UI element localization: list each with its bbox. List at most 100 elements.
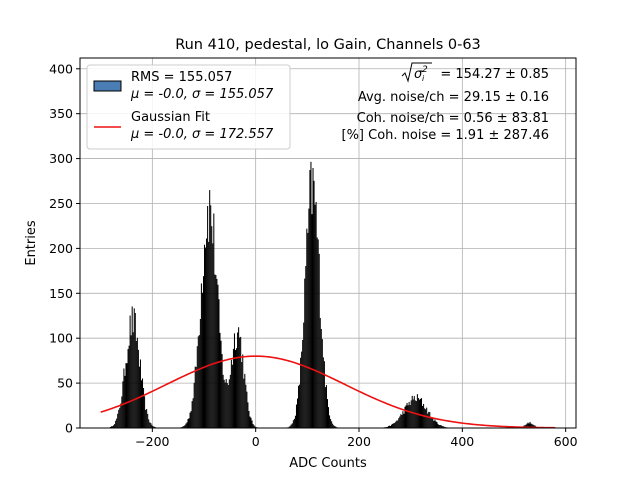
histogram-bar: [293, 418, 295, 428]
histogram-bar: [146, 408, 148, 428]
histogram-bar: [391, 424, 393, 428]
histogram-bar: [235, 350, 237, 428]
histogram-bar: [310, 161, 312, 428]
histogram-bar: [326, 399, 328, 428]
plot-frame: [79, 57, 577, 429]
y-tick-label: 200: [49, 241, 73, 256]
histogram-bar: [288, 426, 290, 428]
histogram-bar: [530, 423, 532, 428]
histogram-bar: [443, 426, 445, 428]
histogram-bar: [239, 337, 241, 428]
histogram-bar: [229, 374, 231, 428]
sigma-sqrt-expression: σ 2 i: [401, 62, 432, 83]
x-tick-label: 400: [450, 434, 474, 449]
histogram-bar: [300, 357, 302, 428]
histogram-bar: [394, 422, 396, 428]
histogram-bar: [307, 232, 309, 428]
histogram-bar: [400, 414, 402, 428]
y-tick-label: 350: [49, 106, 73, 121]
histogram-bar: [441, 425, 443, 428]
histogram-bar: [211, 226, 213, 428]
histogram-bar: [252, 423, 254, 428]
histogram-bar: [222, 374, 224, 428]
histogram-bar: [216, 278, 218, 428]
histogram-bar: [425, 409, 427, 428]
histogram-bar: [435, 421, 437, 428]
histogram-bar: [532, 424, 534, 428]
histogram-bar: [226, 383, 228, 428]
histogram-bar: [246, 391, 248, 428]
y-tick-label: 100: [49, 331, 73, 346]
histogram-bar: [431, 417, 433, 428]
histogram-bar: [195, 366, 197, 428]
histogram-bar: [392, 423, 394, 428]
histogram-bar: [149, 422, 151, 428]
histogram-bar: [254, 426, 256, 428]
legend: RMS = 155.057 μ = -0.0, σ = 155.057 Gaus…: [86, 64, 291, 150]
histogram-bar: [311, 214, 313, 428]
histogram-bar: [198, 335, 200, 428]
histogram-bar: [145, 409, 147, 428]
histogram-bar: [531, 424, 533, 428]
histogram-bar: [220, 340, 222, 428]
histogram-bar: [439, 424, 441, 428]
histogram-bar: [313, 180, 315, 428]
histogram-bar: [330, 418, 332, 428]
svg-text:i: i: [422, 74, 425, 83]
histogram-bar: [387, 426, 389, 428]
histogram-bar: [232, 348, 234, 428]
histogram-bar: [298, 385, 300, 428]
histogram-bar: [395, 421, 397, 428]
y-tick-label: 250: [49, 196, 73, 211]
histogram-bar: [212, 243, 214, 428]
histogram-bar: [207, 205, 209, 428]
histogram-bar: [250, 417, 252, 428]
histogram-bar: [144, 396, 146, 428]
legend-box: [86, 64, 291, 150]
histogram-bar: [393, 423, 395, 428]
histogram-bar: [440, 425, 442, 428]
histogram-bar: [526, 423, 528, 428]
histogram-bar: [399, 416, 401, 428]
coh-noise-text: Coh. noise/ch = 0.56 ± 83.81: [357, 111, 549, 126]
histogram-bar: [429, 412, 431, 428]
histogram-bar: [402, 411, 404, 428]
histogram-bar: [398, 418, 400, 428]
histogram-bar: [131, 306, 133, 428]
histogram-bar: [418, 399, 420, 428]
histogram-bar: [290, 424, 292, 428]
histogram-bar: [151, 424, 153, 428]
histogram-bar: [204, 244, 206, 428]
histogram-bar: [247, 402, 249, 428]
histogram-bar: [123, 368, 125, 428]
legend-histogram-stats: μ = -0.0, σ = 155.057: [130, 87, 274, 102]
histogram-bar: [242, 354, 244, 428]
avg-noise-text: Avg. noise/ch = 29.15 ± 0.16: [358, 90, 549, 105]
histogram-bar: [316, 237, 318, 428]
histogram-bar: [314, 204, 316, 428]
x-axis-ticks: −200 0 200 400 600: [135, 428, 578, 449]
histogram-bar: [305, 266, 307, 428]
histogram-bar: [322, 357, 324, 428]
histogram-bar: [200, 283, 202, 428]
histogram-bar: [321, 339, 323, 428]
svg-text:2: 2: [422, 65, 428, 75]
histogram-bar: [127, 349, 129, 428]
histogram-bar: [292, 420, 294, 428]
histogram-bar: [529, 421, 531, 428]
histogram-bar: [140, 380, 142, 428]
histogram-bar: [413, 396, 415, 428]
histogram-bar: [120, 403, 122, 428]
histogram-bar: [317, 239, 319, 428]
coh-noise-percent-text: [%] Coh. noise = 1.91 ± 287.46: [342, 128, 550, 143]
histogram-bar: [217, 284, 219, 428]
histogram-bar: [433, 420, 435, 428]
histogram-bar: [231, 364, 233, 428]
histogram-bar: [199, 318, 201, 428]
histogram-bar: [442, 426, 444, 428]
histogram-bar: [113, 425, 115, 428]
histogram-bar: [223, 379, 225, 428]
histogram-bar: [303, 322, 305, 428]
y-axis-ticks: 0 50 100 150 200 250 300 350 400: [49, 61, 80, 436]
